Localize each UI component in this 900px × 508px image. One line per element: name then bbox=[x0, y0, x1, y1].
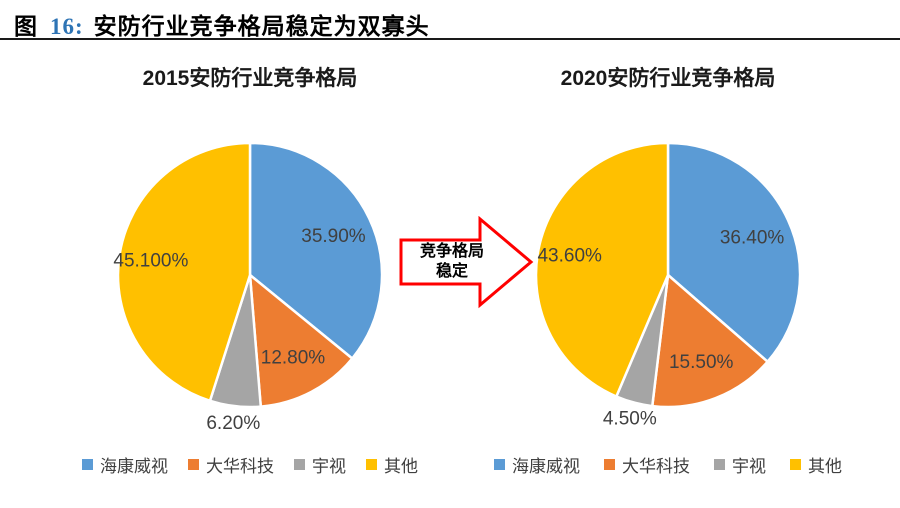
pie-slice-其他 bbox=[116, 141, 252, 403]
legend-2020: 海康威视 大华科技 宇视 其他 bbox=[448, 452, 888, 477]
legend-swatch-other bbox=[790, 459, 801, 470]
pie-slice-label: 36.40% bbox=[720, 227, 785, 248]
pie-chart-2015: 35.90% 12.80% 6.20% 45.100% bbox=[80, 105, 420, 465]
figure-title: 安防行业竞争格局稳定为双寡头 bbox=[93, 14, 430, 39]
legend-swatch-yushi bbox=[294, 459, 305, 470]
pie-svg-2015: 35.90% 12.80% 6.20% 45.100% bbox=[113, 141, 384, 434]
legend-item: 海康威视 bbox=[82, 452, 168, 477]
legend-swatch-yushi bbox=[714, 459, 725, 470]
pie-slice-大华科技 bbox=[651, 273, 769, 409]
legend-label: 海康威视 bbox=[512, 457, 580, 476]
legend-swatch-dahua bbox=[604, 459, 615, 470]
legend-label: 宇视 bbox=[732, 457, 766, 476]
legend-swatch-haikang bbox=[82, 459, 93, 470]
legend-label: 宇视 bbox=[312, 457, 346, 476]
legend-swatch-dahua bbox=[188, 459, 199, 470]
pie-slice-label: 4.50% bbox=[603, 409, 657, 430]
legend-item: 其他 bbox=[790, 452, 842, 477]
legend-item: 海康威视 bbox=[494, 452, 580, 477]
figure-header: 图 16: 安防行业竞争格局稳定为双寡头 bbox=[0, 0, 900, 40]
arrow-caption-line1: 竞争格局 bbox=[419, 243, 484, 260]
pie-slice-label: 43.60% bbox=[537, 246, 602, 267]
figure-label: 图 bbox=[14, 14, 38, 39]
pie-slice-label: 6.20% bbox=[206, 413, 260, 434]
pie-slice-label: 15.50% bbox=[669, 352, 734, 373]
legend-item: 宇视 bbox=[714, 452, 766, 477]
legend-item: 宇视 bbox=[294, 452, 346, 477]
chart-title-2020: 2020安防行业竞争格局 bbox=[560, 67, 776, 90]
pie-slice-其他 bbox=[534, 141, 670, 398]
legend-swatch-haikang bbox=[494, 459, 505, 470]
figure-number: 16: bbox=[50, 14, 84, 39]
legend-label: 大华科技 bbox=[622, 457, 690, 476]
chart-title-2015: 2015安防行业竞争格局 bbox=[142, 67, 358, 90]
legend-label: 大华科技 bbox=[206, 457, 274, 476]
arrow-caption-line2: 稳定 bbox=[435, 263, 468, 280]
legend-2015: 海康威视 大华科技 宇视 其他 bbox=[30, 452, 470, 477]
legend-label: 其他 bbox=[384, 457, 418, 476]
legend-label: 其他 bbox=[808, 457, 842, 476]
right-arrow-icon bbox=[399, 216, 534, 309]
legend-item: 大华科技 bbox=[604, 452, 690, 477]
legend-swatch-other bbox=[366, 459, 377, 470]
pie-slice-label: 35.90% bbox=[301, 226, 366, 247]
pie-svg-2020: 36.40% 15.50% 4.50% 43.60% bbox=[534, 141, 802, 430]
pie-chart-2020: 36.40% 15.50% 4.50% 43.60% bbox=[498, 105, 838, 465]
legend-item: 大华科技 bbox=[188, 452, 274, 477]
arrow-caption: 竞争格局 稳定 bbox=[406, 242, 498, 282]
legend-item: 其他 bbox=[366, 452, 418, 477]
legend-label: 海康威视 bbox=[100, 457, 168, 476]
pie-slice-大华科技 bbox=[248, 273, 354, 408]
pie-slice-label: 12.80% bbox=[261, 347, 326, 368]
transition-arrow: 竞争格局 稳定 bbox=[398, 216, 538, 312]
pie-slice-海康威视 bbox=[666, 141, 802, 363]
pie-slice-label: 45.100% bbox=[113, 250, 188, 271]
pie-slice-海康威视 bbox=[248, 141, 384, 360]
